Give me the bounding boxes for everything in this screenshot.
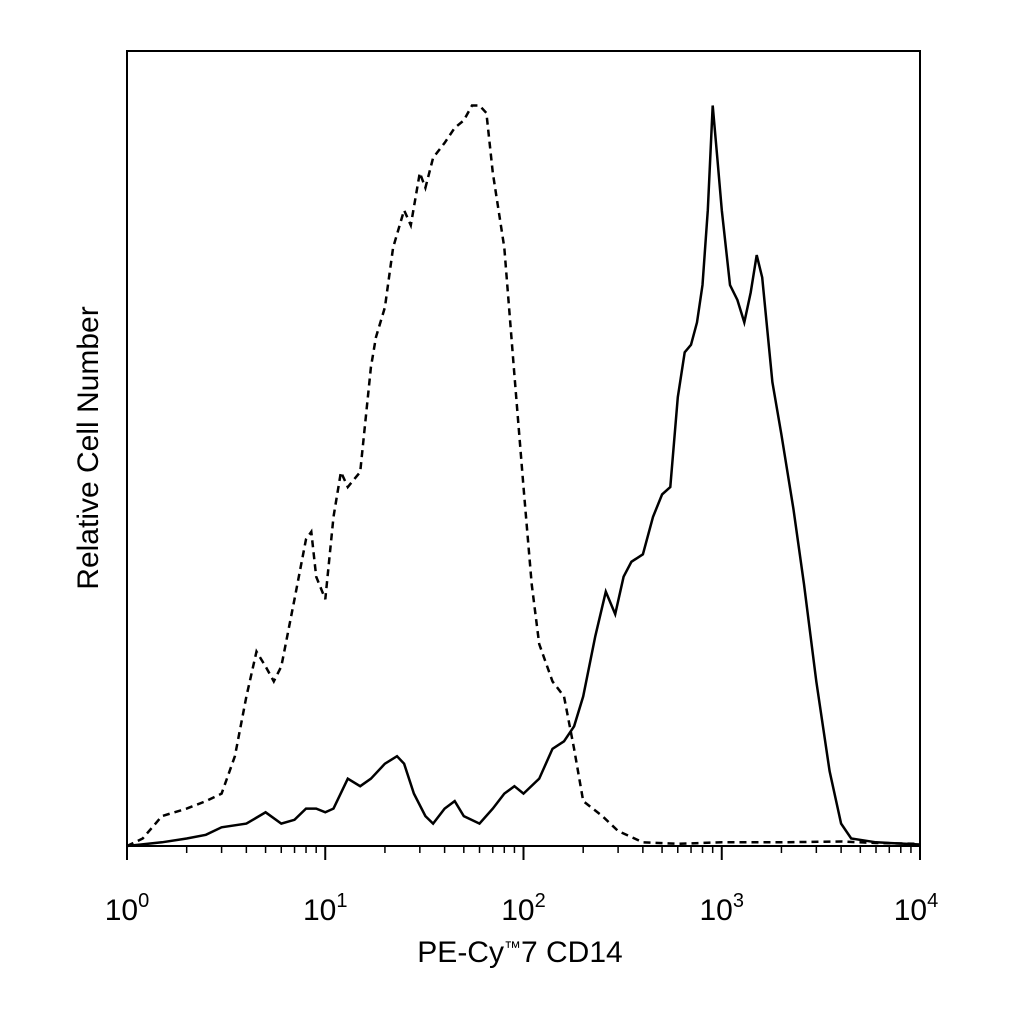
x-tick-label-exponent: 3 [733,890,744,912]
x-tick-label-base: 10 [105,894,138,927]
x-axis-title-rest: 7 CD14 [521,936,623,969]
x-tick-label: 104 [894,890,939,927]
x-axis-title-tm: ™ [504,938,521,957]
x-tick-label-base: 10 [894,894,927,927]
x-tick-label: 103 [700,890,745,927]
series-layer [126,104,921,848]
x-axis-ticks [126,846,921,860]
x-tick-label-exponent: 1 [336,890,347,912]
series-solid-line [126,105,921,848]
x-tick-label-exponent: 4 [927,890,938,912]
x-axis-title-main: PE-Cy [417,936,504,969]
x-tick-label-base: 10 [501,894,534,927]
x-tick-label: 100 [105,890,150,927]
x-tick-label-base: 10 [303,894,336,927]
x-tick-label: 101 [303,890,348,927]
x-tick-label-base: 10 [700,894,733,927]
y-axis-title: Relative Cell Number [72,306,105,589]
x-tick-label-exponent: 2 [535,890,546,912]
plot-frame [126,50,921,847]
x-axis-title: PE-Cy™7 CD14 [417,936,622,969]
x-tick-label-exponent: 0 [138,890,149,912]
x-axis-tick-labels: 100 101 102 103 104 [105,890,939,927]
x-tick-label: 102 [501,890,546,927]
